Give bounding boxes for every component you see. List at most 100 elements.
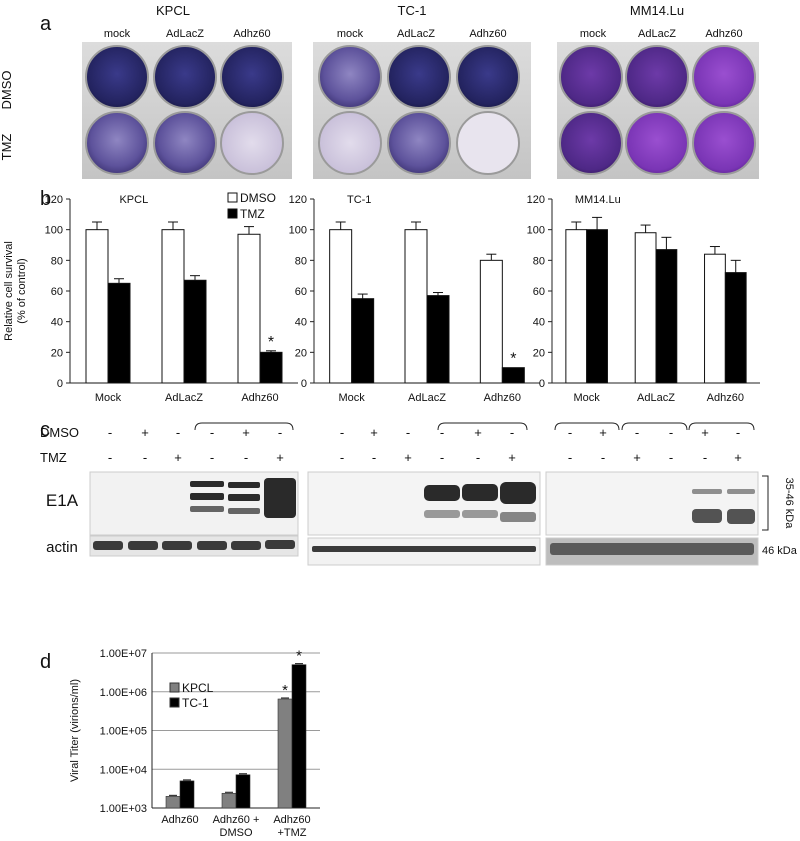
bar [586, 229, 608, 384]
lane-sign-dmso: - [736, 425, 740, 440]
lane-sign-tmz: + [734, 450, 742, 465]
x-tick-label: AdLacZ [637, 392, 675, 404]
plate-col-label: AdLacZ [638, 28, 676, 40]
x-tick-label: Adhz60 [161, 814, 198, 826]
band [550, 543, 754, 555]
legend-swatch [227, 208, 238, 219]
y-tick-label: 120 [45, 194, 63, 206]
band-label-e1a: E1A [46, 491, 79, 510]
plate-col-label: Adhz60 [469, 28, 506, 40]
panel-c-row-label-tmz: TMZ [40, 450, 67, 465]
bar [221, 792, 237, 809]
panel-b-letter: b [40, 188, 51, 210]
y-tick-label: 80 [51, 255, 63, 267]
lane-sign-dmso: - [340, 425, 344, 440]
lane-sign-dmso: + [370, 425, 378, 440]
lane-sign-dmso: - [210, 425, 214, 440]
bar [479, 259, 503, 384]
well [220, 111, 284, 175]
bar [724, 272, 747, 384]
lane-sign-tmz: + [174, 450, 182, 465]
y-axis-label: Relative cell survival(% of control) [3, 241, 28, 341]
y-tick-label: 1.00E+06 [100, 687, 147, 699]
panel-a-row-label-tmz: TMZ [0, 134, 14, 161]
y-tick-label: 1.00E+07 [100, 648, 147, 660]
band [190, 493, 224, 500]
lane-sign-dmso: - [440, 425, 444, 440]
text-line: +TMZ [277, 827, 306, 839]
well [153, 111, 217, 175]
plate-col-label: mock [337, 28, 364, 40]
size-label-actin: 46 kDa [762, 545, 798, 557]
plate-col-label: mock [104, 28, 131, 40]
panel-a-row-label-dmso: DMSO [0, 71, 14, 110]
actin-bands [93, 540, 754, 555]
text-line: Adhz60 + [213, 814, 260, 826]
y-tick-label: 1.00E+05 [100, 726, 147, 738]
e1a-bands [190, 478, 755, 524]
well [559, 111, 623, 175]
band [312, 546, 536, 552]
band [424, 485, 460, 501]
lane-sign-dmso: + [474, 425, 482, 440]
panel-c-letter: c [40, 419, 50, 441]
lane-sign-tmz: + [276, 450, 284, 465]
lane-sign-dmso: + [141, 425, 149, 440]
panel-a-letter: a [40, 13, 52, 35]
plate-title-mm14: MM14.Lu [630, 3, 684, 18]
lane-sign-dmso: - [635, 425, 639, 440]
y-tick-label: 20 [533, 347, 545, 359]
x-tick-label: Mock [95, 392, 122, 404]
x-tick-label: Adhz60 + DMSO [213, 814, 260, 839]
well [456, 45, 520, 109]
survival-chart-mm14: 0 20 40 60 80 100 120 MM14.Lu Mock AdLacZ Adhz60 [527, 194, 760, 404]
lane-sign-dmso: + [701, 425, 709, 440]
legend-swatch [169, 682, 180, 693]
well [220, 45, 284, 109]
panel-c-row-label-dmso: DMSO [40, 425, 79, 440]
chart-title: MM14.Lu [575, 194, 621, 206]
well [692, 111, 756, 175]
lane-sign-tmz: - [372, 450, 376, 465]
plate-col-label: Adhz60 [233, 28, 270, 40]
bar [351, 298, 375, 384]
lane-signs: - - + - - + - - + - - + - - + - - + - - + - - + - - + - - + - - + - - + [108, 425, 742, 465]
well [318, 45, 382, 109]
bar [161, 229, 185, 384]
lane-sign-dmso: + [599, 425, 607, 440]
lane-sign-dmso: - [510, 425, 514, 440]
lane-sign-tmz: + [404, 450, 412, 465]
significance-marker: * [510, 351, 516, 368]
plate-mm14: MM14.Lu mock AdLacZ Adhz60 [557, 3, 759, 179]
y-tick-label: 20 [295, 347, 307, 359]
band [692, 509, 722, 523]
legend-label: TC-1 [182, 696, 209, 710]
well [559, 45, 623, 109]
lane-sign-dmso: - [278, 425, 282, 440]
x-tick-label: Adhz60 +TMZ [273, 814, 310, 839]
well [85, 45, 149, 109]
bar [655, 249, 678, 384]
y-tick-label: 80 [295, 255, 307, 267]
bar [259, 351, 283, 384]
band [228, 494, 260, 501]
well [692, 45, 756, 109]
bar [426, 295, 450, 384]
band [190, 481, 224, 487]
bar [329, 229, 353, 384]
y-tick-label: 120 [289, 194, 307, 206]
bar [179, 780, 195, 809]
well [625, 111, 689, 175]
band [264, 478, 296, 518]
well [387, 45, 451, 109]
text-line: (% of control) [16, 258, 28, 323]
lane-sign-dmso: - [669, 425, 673, 440]
lane-sign-dmso: - [406, 425, 410, 440]
band [197, 541, 227, 550]
band [128, 541, 158, 550]
lane-sign-dmso: - [176, 425, 180, 440]
y-tick-label: 100 [289, 225, 307, 237]
significance-marker: * [282, 682, 288, 699]
well [318, 111, 382, 175]
